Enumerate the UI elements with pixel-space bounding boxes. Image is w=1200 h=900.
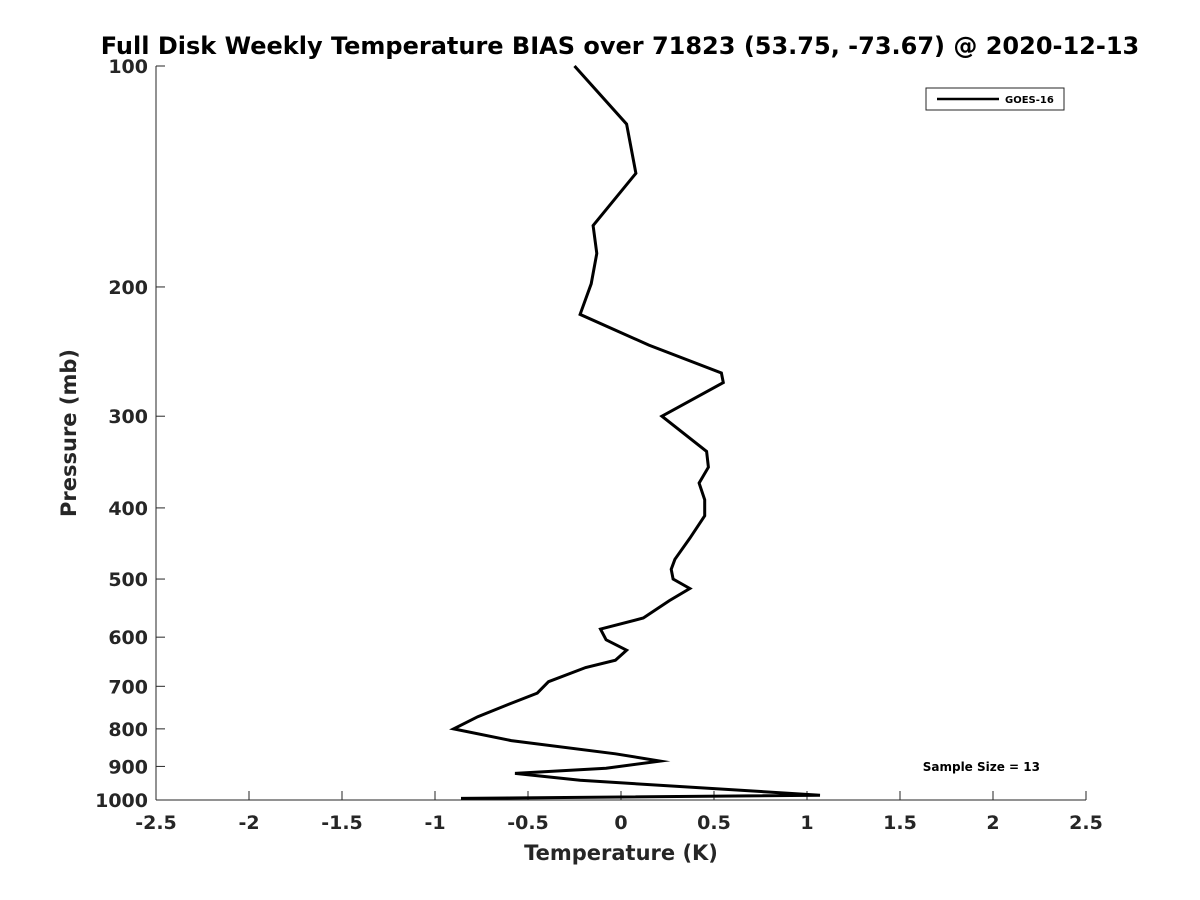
x-tick-label: 0.5 bbox=[697, 812, 731, 834]
y-tick-label: 700 bbox=[108, 676, 148, 698]
y-tick-label: 400 bbox=[108, 498, 148, 520]
legend: GOES-16 bbox=[925, 87, 1065, 111]
y-tick-label: 100 bbox=[108, 56, 148, 78]
y-tick-label: 900 bbox=[108, 756, 148, 778]
x-axis-label: Temperature (K) bbox=[524, 841, 718, 865]
y-tick-label: 500 bbox=[108, 569, 148, 591]
x-tick-label: 2 bbox=[986, 812, 999, 834]
y-tick-label: 800 bbox=[108, 719, 148, 741]
x-ticks: -2.5 -2 -1.5 -1 -0.5 0 0.5 1 1.5 2 2.5 bbox=[135, 791, 1103, 834]
x-tick-label: 2.5 bbox=[1069, 812, 1103, 834]
y-tick-label: 600 bbox=[108, 627, 148, 649]
y-tick-label: 200 bbox=[108, 277, 148, 299]
series-line-goes-16 bbox=[449, 64, 821, 800]
sample-size-annotation: Sample Size = 13 bbox=[923, 760, 1040, 774]
x-tick-label: 1 bbox=[800, 812, 813, 834]
series-layer bbox=[449, 64, 821, 800]
legend-label-goes-16: GOES-16 bbox=[1005, 95, 1054, 106]
x-tick-label: -1 bbox=[424, 812, 445, 834]
chart-title: Full Disk Weekly Temperature BIAS over 7… bbox=[101, 32, 1140, 60]
y-ticks: 100 200 300 400 500 600 700 800 900 1000 bbox=[95, 56, 165, 812]
x-tick-label: -1.5 bbox=[321, 812, 363, 834]
x-tick-label: -2 bbox=[238, 812, 259, 834]
y-tick-label: 300 bbox=[108, 406, 148, 428]
y-tick-label: 1000 bbox=[95, 790, 148, 812]
x-tick-label: 0 bbox=[614, 812, 627, 834]
x-tick-label: -2.5 bbox=[135, 812, 177, 834]
y-axis-label: Pressure (mb) bbox=[57, 349, 81, 517]
x-tick-label: -0.5 bbox=[507, 812, 549, 834]
x-tick-label: 1.5 bbox=[883, 812, 917, 834]
